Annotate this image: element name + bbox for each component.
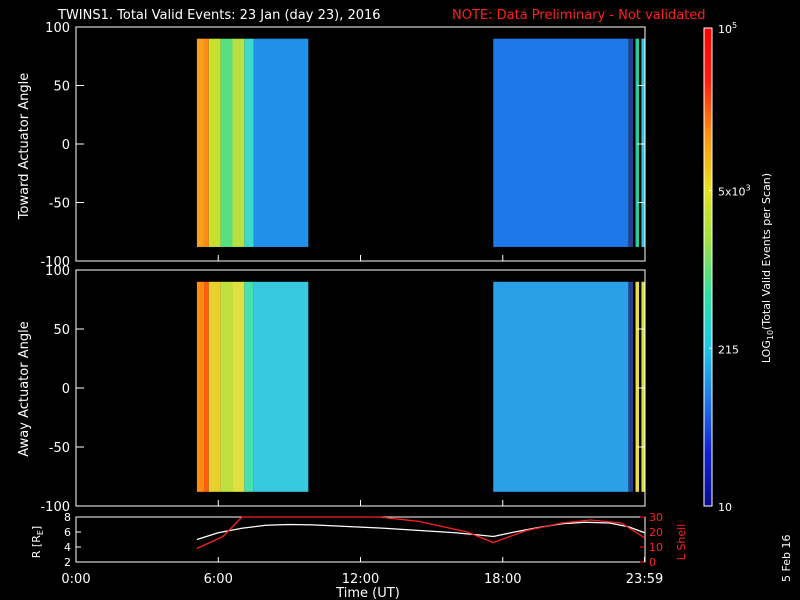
date-stamp: 5 Feb 16 xyxy=(780,535,793,582)
toward-heatmap-cell xyxy=(232,38,245,247)
toward-ytick-label: -100 xyxy=(40,255,70,270)
toward-heatmap-cell xyxy=(244,38,254,247)
lshell-ytick-label: 10 xyxy=(649,541,663,554)
toward-heatmap-cell xyxy=(635,38,640,247)
colorbar: 105 5x103 215 10 xyxy=(703,21,751,514)
away-ytick-label: 50 xyxy=(53,323,70,338)
toward-ytick-label: 100 xyxy=(45,21,70,36)
colorbar-label: LOG10(Total Valid Events per Scan) xyxy=(760,173,775,363)
chart-title: TWINS1. Total Valid Events: 23 Jan (day … xyxy=(57,8,381,23)
away-heatmap-cell xyxy=(633,281,636,492)
time-xtick-label: 12:00 xyxy=(342,572,379,587)
time-xtick-label: 0:00 xyxy=(61,572,90,587)
toward-heatmap-cell xyxy=(641,38,645,247)
away-heatmap-cell xyxy=(220,281,233,492)
r-series-line xyxy=(196,521,645,541)
toward-heatmap-cell xyxy=(628,38,634,247)
toward-ytick-label: -50 xyxy=(49,197,70,212)
toward-heatmap-cell xyxy=(633,38,636,247)
r-ytick-label: 2 xyxy=(64,556,71,569)
r-ylabel: R [RE] xyxy=(30,526,45,558)
r-ylabel-text: R [R xyxy=(30,535,43,558)
r-ytick-label: 6 xyxy=(64,526,71,539)
away-ytick-label: -50 xyxy=(49,441,70,456)
away-angle-panel: 100 50 0 -50 -100 xyxy=(40,264,646,515)
lshell-ytick-label: 0 xyxy=(649,556,656,569)
away-heatmap-cell xyxy=(628,281,634,492)
lshell-series-line xyxy=(196,516,646,550)
away-heatmap-cell xyxy=(196,281,205,492)
time-xtick-label: 6:00 xyxy=(204,572,233,587)
preliminary-note: NOTE: Data Preliminary - Not validated xyxy=(452,8,706,23)
toward-ytick-label: 50 xyxy=(53,80,70,95)
r-ylabel-end: ] xyxy=(30,526,43,530)
away-heatmap-cell xyxy=(204,281,209,492)
away-heatmap-cell xyxy=(635,281,640,492)
colorbar-tick-label: 105 xyxy=(718,21,737,36)
toward-angle-panel: 100 50 0 -50 -100 xyxy=(40,21,646,270)
r-ytick-label: 8 xyxy=(64,511,71,524)
lshell-ylabel: L Shell xyxy=(675,524,688,560)
colorbar-tick-label: 10 xyxy=(718,501,732,514)
lshell-ytick-label: 20 xyxy=(649,526,663,539)
time-xtick-label: 23:59 xyxy=(626,572,663,587)
colorbar-gradient xyxy=(703,27,713,507)
away-heatmap-cell xyxy=(639,281,642,492)
toward-angle-ylabel: Toward Actuator Angle xyxy=(17,73,32,220)
colorbar-label-rest: (Total Valid Events per Scan) xyxy=(760,173,773,330)
r-lshell-panel: 2 4 6 8 0 10 20 30 0:00 6:00 12:00 18:00 23:59 xyxy=(61,511,663,587)
away-heatmap-cell xyxy=(253,281,309,492)
r-ylabel-sub: E xyxy=(36,530,45,535)
colorbar-label-log: LOG xyxy=(760,340,773,363)
toward-ytick-label: 0 xyxy=(62,138,70,153)
away-ytick-label: 100 xyxy=(45,264,70,279)
away-ytick-label: -100 xyxy=(40,500,70,515)
time-xtick-label: 18:00 xyxy=(484,572,521,587)
away-heatmap-cell xyxy=(244,281,254,492)
colorbar-tick-label: 5x103 xyxy=(718,184,751,199)
away-heatmap-cell xyxy=(208,281,221,492)
time-xlabel: Time (UT) xyxy=(335,586,400,600)
toward-heatmap-cell xyxy=(253,38,309,247)
away-heatmap-cell xyxy=(641,281,645,492)
r-ytick-label: 4 xyxy=(64,541,71,554)
colorbar-label-sub: 10 xyxy=(766,330,775,340)
away-heatmap-cell xyxy=(232,281,245,492)
away-heatmap-cell xyxy=(493,281,629,492)
toward-heatmap-cell xyxy=(220,38,233,247)
toward-heatmap-cell xyxy=(196,38,205,247)
toward-heatmap-cell xyxy=(639,38,642,247)
away-ytick-label: 0 xyxy=(62,382,70,397)
away-angle-ylabel: Away Actuator Angle xyxy=(17,321,32,456)
toward-heatmap-cell xyxy=(208,38,221,247)
toward-heatmap-cell xyxy=(493,38,629,247)
toward-heatmap-cell xyxy=(204,38,209,247)
lshell-ytick-label: 30 xyxy=(649,511,663,524)
colorbar-tick-label: 215 xyxy=(718,343,739,356)
